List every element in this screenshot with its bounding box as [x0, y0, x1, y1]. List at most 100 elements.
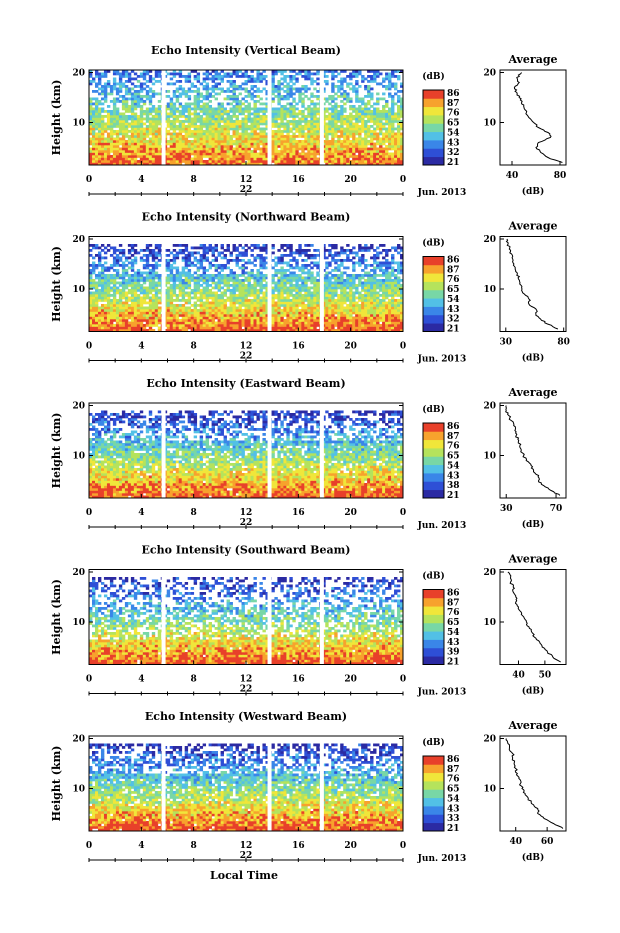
heatmap-cell — [113, 319, 116, 322]
heatmap-cell — [185, 292, 188, 295]
heatmap-cell — [125, 145, 128, 148]
heatmap-cell — [248, 133, 251, 136]
heatmap-cell — [95, 153, 98, 156]
heatmap-cell — [370, 160, 373, 163]
heatmap-cell — [224, 120, 227, 123]
heatmap-cell — [337, 138, 340, 141]
heatmap-cell — [101, 312, 104, 315]
heatmap-cell — [182, 322, 185, 325]
heatmap-cell — [295, 90, 298, 93]
heatmap-cell — [283, 287, 286, 290]
heatmap-cell — [361, 322, 364, 325]
heatmap-cell — [331, 317, 334, 320]
heatmap-cell — [325, 135, 328, 138]
heatmap-cell — [367, 75, 370, 78]
heatmap-cell — [101, 289, 104, 292]
heatmap-cell — [310, 125, 313, 128]
heatmap-cell — [194, 145, 197, 148]
heatmap-cell — [385, 145, 388, 148]
heatmap-cell — [149, 148, 152, 151]
heatmap-cell — [304, 78, 307, 81]
heatmap-cell — [253, 85, 256, 88]
heatmap-cell — [212, 125, 215, 128]
heatmap-cell — [376, 118, 379, 121]
heatmap-cell — [325, 148, 328, 151]
heatmap-cell — [248, 299, 251, 302]
heatmap-cell — [203, 155, 206, 158]
heatmap-cell — [242, 317, 245, 320]
heatmap-cell — [89, 115, 92, 118]
heatmap-cell — [391, 292, 394, 295]
heatmap-cell — [140, 95, 143, 98]
heatmap-cell — [89, 110, 92, 113]
heatmap-cell — [277, 83, 280, 86]
heatmap-cell — [248, 302, 251, 305]
heatmap-cell — [158, 160, 161, 163]
heatmap-cell — [325, 153, 328, 156]
heatmap-cell — [185, 90, 188, 93]
heatmap-cell — [227, 289, 230, 292]
heatmap-cell — [137, 317, 140, 320]
heatmap-cell — [355, 314, 358, 317]
heatmap-cell — [370, 294, 373, 297]
heatmap-cell — [307, 135, 310, 138]
heatmap-cell — [397, 128, 400, 131]
heatmap-cell — [349, 145, 352, 148]
heatmap-cell — [89, 128, 92, 131]
heatmap-cell — [364, 294, 367, 297]
heatmap-cell — [310, 155, 313, 158]
heatmap-cell — [89, 75, 92, 78]
heatmap-cell — [230, 299, 233, 302]
heatmap-cell — [176, 312, 179, 315]
heatmap-cell — [388, 83, 391, 86]
heatmap-cell — [358, 130, 361, 133]
heatmap-cell — [367, 95, 370, 98]
heatmap-cell — [116, 319, 119, 322]
heatmap-cell — [274, 155, 277, 158]
heatmap-cell — [337, 153, 340, 156]
heatmap-cell — [346, 304, 349, 307]
heatmap-cell — [149, 322, 152, 325]
heatmap-cell — [242, 130, 245, 133]
heatmap-cell — [209, 123, 212, 126]
heatmap-cell — [245, 130, 248, 133]
heatmap-cell — [200, 108, 203, 111]
heatmap-cell — [92, 110, 95, 113]
heatmap-cell — [197, 80, 200, 83]
heatmap-cell — [361, 155, 364, 158]
heatmap-cell — [239, 140, 242, 143]
heatmap-cell — [176, 297, 179, 300]
heatmap-cell — [289, 150, 292, 153]
heatmap-cell — [221, 130, 224, 133]
heatmap-cell — [316, 307, 319, 310]
heatmap-cell — [149, 304, 152, 307]
heatmap-cell — [301, 125, 304, 128]
heatmap-cell — [128, 110, 131, 113]
heatmap-cell — [191, 123, 194, 126]
heatmap-cell — [379, 299, 382, 302]
heatmap-cell — [358, 108, 361, 111]
heatmap-cell — [253, 80, 256, 83]
heatmap-cell — [110, 118, 113, 121]
heatmap-cell — [167, 312, 170, 315]
heatmap-cell — [230, 324, 233, 327]
heatmap-cell — [292, 319, 295, 322]
heatmap-cell — [274, 309, 277, 312]
heatmap-cell — [98, 327, 101, 330]
heatmap-cell — [176, 98, 179, 101]
heatmap-cell — [289, 327, 292, 330]
heatmap-cell — [337, 302, 340, 305]
heatmap-cell — [134, 302, 137, 305]
heatmap-cell — [304, 297, 307, 300]
heatmap-cell — [104, 98, 107, 101]
heatmap-cell — [143, 118, 146, 121]
heatmap-cell — [134, 314, 137, 317]
heatmap-cell — [271, 88, 274, 91]
heatmap-cell — [250, 138, 253, 141]
heatmap-cell — [325, 284, 328, 287]
heatmap-cell — [185, 108, 188, 111]
heatmap-cell — [95, 324, 98, 327]
heatmap-cell — [239, 327, 242, 330]
heatmap-cell — [98, 73, 101, 76]
heatmap-cell — [197, 292, 200, 295]
